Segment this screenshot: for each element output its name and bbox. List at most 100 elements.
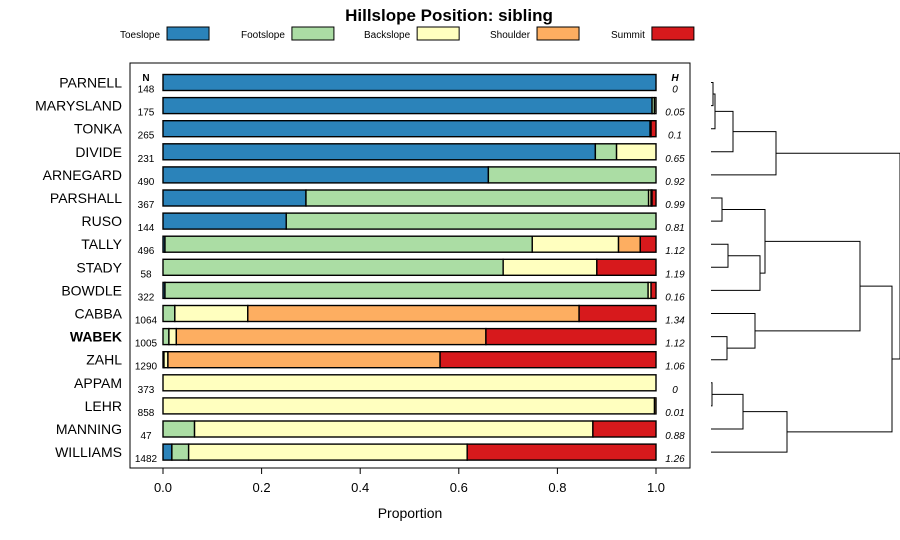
- bar-segment-summit: [578, 304, 657, 323]
- bar-segment-summit: [651, 189, 657, 207]
- category-label: STADY: [76, 259, 122, 275]
- legend-label-backslope: Backslope: [364, 30, 411, 41]
- category-label: WABEK: [70, 329, 122, 345]
- h-column-header: H: [671, 73, 679, 84]
- x-tick-label: 0.8: [548, 480, 566, 495]
- category-label: TONKA: [74, 121, 123, 137]
- legend-label-footslope: Footslope: [241, 30, 285, 41]
- n-value: 47: [140, 431, 152, 442]
- bar-segment-footslope: [171, 443, 190, 461]
- h-value: 1.26: [665, 454, 685, 465]
- n-value: 144: [138, 223, 155, 234]
- n-value: 175: [138, 108, 155, 119]
- bar-segment-shoulder: [167, 351, 441, 369]
- x-tick-label: 0.4: [351, 480, 369, 495]
- x-tick-label: 0.6: [450, 480, 468, 495]
- n-value: 148: [138, 85, 155, 96]
- bar-segment-toeslope: [162, 189, 307, 207]
- n-value: 1005: [135, 339, 158, 350]
- bar-segment-shoulder: [617, 235, 641, 253]
- chart-title: Hillslope Position: sibling: [345, 6, 553, 25]
- dendrogram-link: [711, 255, 761, 291]
- dendrogram: [711, 82, 900, 453]
- category-label: ZAHL: [86, 352, 122, 368]
- bar-segment-toeslope: [162, 119, 651, 138]
- row-cabba: CABBA 1064 1.34: [75, 304, 685, 327]
- bar-segment-toeslope: [162, 443, 173, 461]
- bar-segment-shoulder: [247, 304, 580, 323]
- n-column-header: N: [142, 73, 149, 84]
- row-tally: TALLY 496 1.12: [81, 235, 685, 257]
- dendrogram-link: [711, 110, 734, 153]
- bar-segment-backslope: [168, 327, 178, 346]
- n-value: 1290: [135, 362, 158, 373]
- n-value: 367: [138, 200, 155, 211]
- h-value: 0.05: [665, 108, 685, 119]
- dendrogram-link: [711, 313, 756, 349]
- x-axis-label: Proportion: [378, 505, 443, 521]
- h-value: 0.99: [665, 200, 685, 211]
- n-value: 58: [140, 269, 152, 280]
- bar-segment-backslope: [531, 235, 620, 253]
- bar-segment-backslope: [162, 397, 656, 415]
- bar-segment-shoulder: [653, 397, 657, 415]
- dendrogram-link: [711, 82, 714, 107]
- h-value: 0: [672, 385, 678, 396]
- category-label: PARSHALL: [50, 190, 122, 206]
- legend-swatch-backslope: [416, 26, 460, 41]
- row-manning: MANNING 47 0.88: [56, 420, 685, 442]
- h-value: 0.81: [665, 223, 684, 234]
- bar-segment-summit: [466, 443, 657, 461]
- bar-segment-toeslope: [162, 96, 653, 115]
- category-label: MANNING: [56, 421, 122, 437]
- category-label: RUSO: [82, 213, 123, 229]
- bar-segment-summit: [650, 281, 657, 300]
- n-value: 490: [138, 177, 155, 188]
- dendrogram-link: [711, 243, 729, 268]
- n-value: 496: [138, 246, 155, 257]
- bar-segment-footslope: [164, 235, 533, 253]
- bar-segment-toeslope: [162, 143, 597, 161]
- h-value: 0.65: [665, 154, 685, 165]
- bar-segment-footslope: [487, 166, 657, 184]
- row-parnell: PARNELL 148 0: [59, 73, 678, 96]
- h-value: 0.1: [668, 131, 682, 142]
- row-tonka: TONKA 265 0.1: [74, 119, 682, 142]
- bar-segment-backslope: [502, 258, 598, 276]
- bar-segment-summit: [639, 235, 657, 253]
- x-axis: 0.0 0.2 0.4 0.6 0.8 1.0: [154, 468, 665, 495]
- row-marysland: MARYSLAND 175 0.05: [35, 96, 685, 119]
- row-zahl: ZAHL 1290 1.06: [86, 351, 685, 373]
- category-label: TALLY: [81, 236, 122, 252]
- category-label: CABBA: [75, 306, 123, 322]
- n-value: 322: [138, 292, 155, 303]
- bar-segment-footslope: [162, 327, 170, 346]
- dendrogram-link: [755, 240, 861, 332]
- category-label: LEHR: [85, 398, 122, 414]
- row-divide: DIVIDE 231 0.65: [75, 143, 685, 165]
- row-lehr: LEHR 858 0.01: [85, 397, 685, 419]
- dendrogram-link: [711, 382, 713, 407]
- n-value: 265: [138, 131, 155, 142]
- x-tick-label: 0.0: [154, 480, 172, 495]
- bar-segment-footslope: [162, 420, 196, 438]
- bar-segment-footslope: [594, 143, 618, 161]
- bar-segment-summit: [596, 258, 657, 276]
- legend-swatch-summit: [651, 26, 695, 41]
- legend-label-toeslope: Toeslope: [120, 30, 160, 41]
- bar-segment-backslope: [193, 420, 594, 438]
- category-label: BOWDLE: [61, 282, 122, 298]
- legend-label-summit: Summit: [611, 30, 645, 41]
- dendrogram-link: [711, 131, 777, 176]
- bar-segment-backslope: [162, 374, 657, 392]
- category-label: MARYSLAND: [35, 98, 122, 114]
- bar-segment-backslope: [187, 443, 468, 461]
- category-label: APPAM: [74, 375, 122, 391]
- dendrogram-link: [711, 393, 744, 430]
- bar-segment-footslope: [285, 212, 657, 230]
- bar-segment-backslope: [174, 304, 249, 323]
- dendrogram-link: [776, 152, 900, 360]
- n-value: 858: [138, 408, 155, 419]
- n-value: 1064: [135, 316, 158, 327]
- bar-segment-summit: [485, 327, 657, 346]
